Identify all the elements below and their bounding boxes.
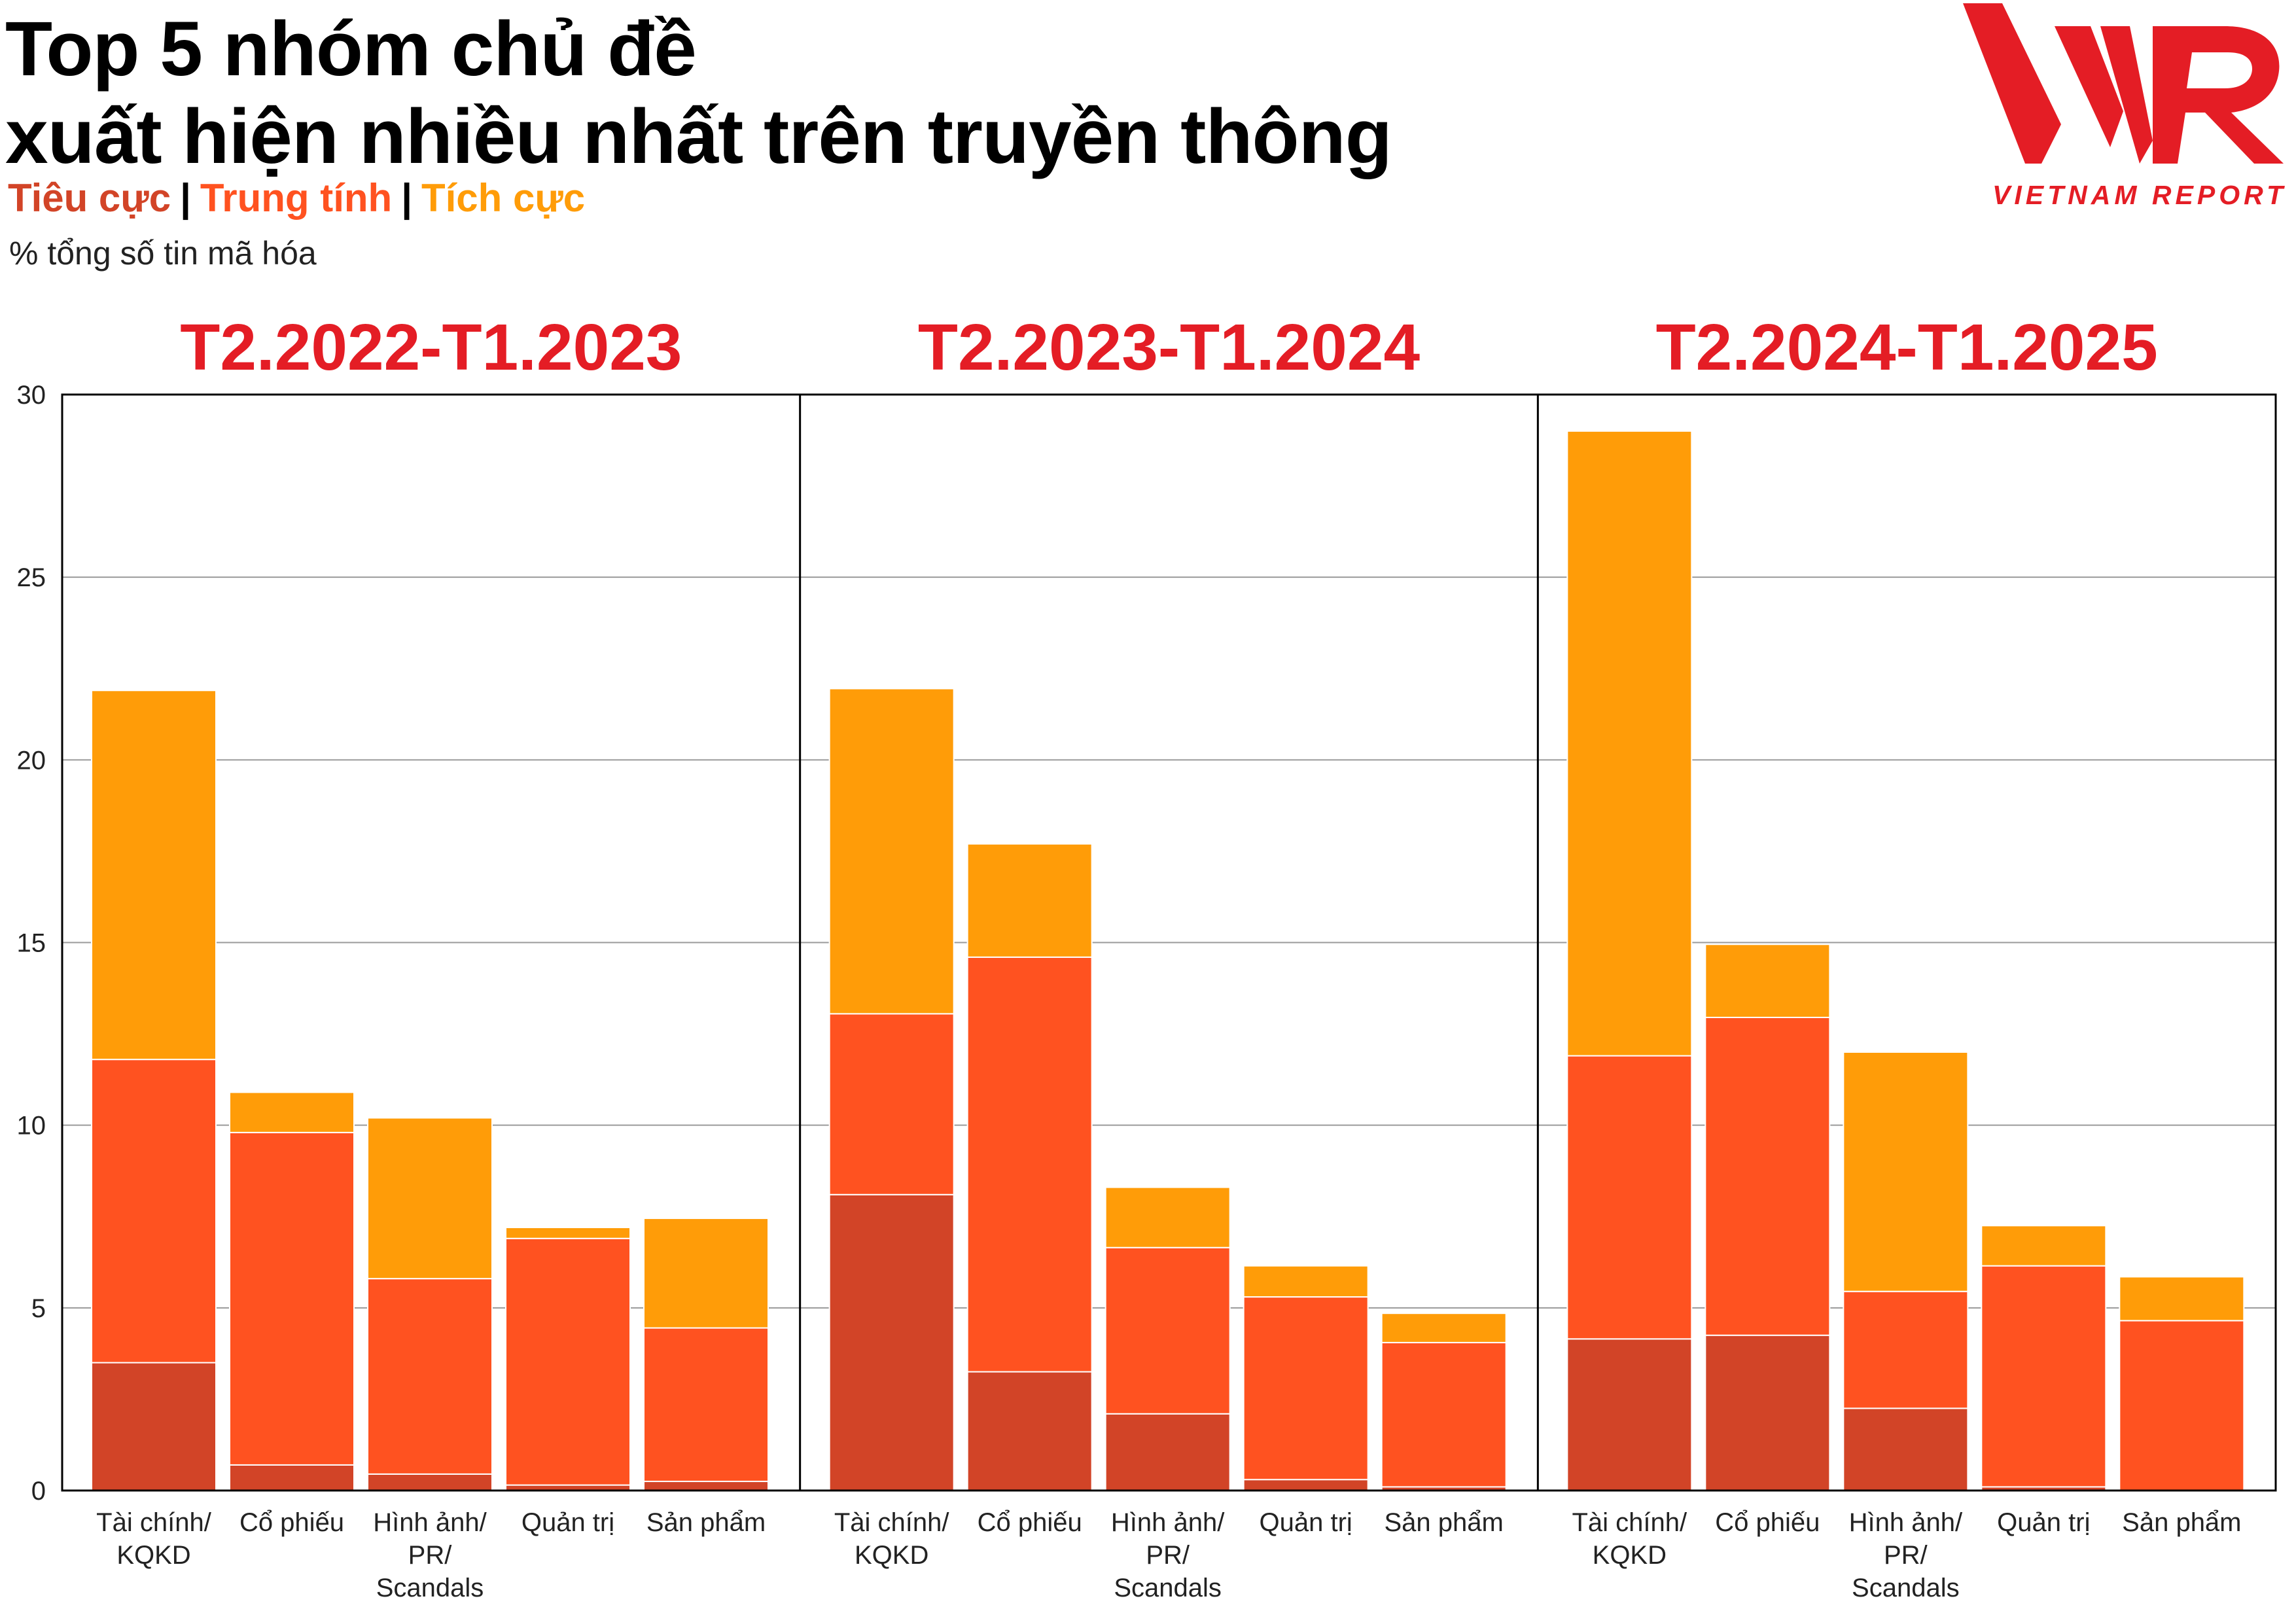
y-tick-label: 30 bbox=[17, 381, 46, 410]
bar-segment bbox=[1843, 1290, 1969, 1409]
x-category-label: Cổ phiếu bbox=[239, 1508, 344, 1537]
bar-segment bbox=[91, 690, 217, 1061]
bar-segment bbox=[828, 1013, 955, 1195]
unit-label: % tổng số tin mã hóa bbox=[9, 235, 317, 272]
y-tick-label: 15 bbox=[17, 929, 46, 958]
legend-separator-1: | bbox=[180, 176, 191, 220]
bar-segment bbox=[1566, 1338, 1693, 1491]
x-category-label: Tài chính/ bbox=[1572, 1508, 1688, 1537]
panel-title: T2.2023-T1.2024 bbox=[918, 311, 1421, 384]
bar-segment bbox=[367, 1473, 493, 1491]
x-category-label: Quản trị bbox=[1997, 1508, 2090, 1537]
x-category-label: Sản phẩm bbox=[2122, 1508, 2241, 1537]
bar-segment bbox=[1243, 1479, 1369, 1491]
bar-segment bbox=[229, 1091, 355, 1133]
bar-segment bbox=[1566, 430, 1693, 1057]
bar-segment bbox=[1566, 1055, 1693, 1340]
bar-segment bbox=[1381, 1341, 1507, 1488]
bar-segment bbox=[1843, 1051, 1969, 1292]
logo-mark-icon bbox=[1963, 3, 2284, 164]
bar-segment bbox=[367, 1278, 493, 1475]
bar-segment bbox=[1243, 1265, 1369, 1298]
bar-segment bbox=[828, 688, 955, 1015]
chart-title: Top 5 nhóm chủ đề xuất hiện nhiều nhất t… bbox=[5, 5, 1392, 181]
bar-segment bbox=[1704, 1016, 1831, 1336]
y-tick-label: 25 bbox=[17, 563, 46, 592]
bar-segment bbox=[91, 1059, 217, 1364]
legend-separator-2: | bbox=[401, 176, 412, 220]
x-category-label: KQKD bbox=[116, 1541, 190, 1570]
bar-segment bbox=[229, 1131, 355, 1466]
y-tick-label: 0 bbox=[31, 1477, 46, 1506]
bar-segment bbox=[91, 1362, 217, 1491]
bar-segment bbox=[966, 843, 1093, 958]
y-tick-label: 20 bbox=[17, 746, 46, 775]
bar-segment bbox=[643, 1218, 769, 1329]
panel-title: T2.2024-T1.2025 bbox=[1656, 311, 2158, 384]
bar-segment bbox=[2119, 1320, 2245, 1491]
bar-segment bbox=[643, 1327, 769, 1483]
bar-segment bbox=[643, 1481, 769, 1492]
bar-segment bbox=[966, 956, 1093, 1373]
bar-segment bbox=[1981, 1225, 2107, 1267]
bar-segment bbox=[229, 1464, 355, 1492]
bar-segment bbox=[1381, 1313, 1507, 1343]
bar-segment bbox=[828, 1193, 955, 1491]
x-category-label: Cổ phiếu bbox=[1715, 1508, 1820, 1537]
legend-positive: Tích cực bbox=[421, 176, 586, 220]
x-category-label: Quản trị bbox=[1260, 1508, 1352, 1537]
x-category-label: PR/ bbox=[408, 1541, 453, 1570]
x-category-label: Tài chính/ bbox=[834, 1508, 950, 1537]
y-tick-label: 10 bbox=[17, 1112, 46, 1140]
x-category-label: Quản trị bbox=[521, 1508, 614, 1537]
legend-neutral: Trung tính bbox=[200, 176, 393, 220]
x-category-label: Scandals bbox=[1852, 1574, 1960, 1602]
x-category-label: Sản phẩm bbox=[1384, 1508, 1503, 1537]
x-category-label: PR/ bbox=[1146, 1541, 1190, 1570]
bar-segment bbox=[367, 1117, 493, 1280]
x-category-label: Tài chính/ bbox=[96, 1508, 212, 1537]
x-category-label: Scandals bbox=[1114, 1574, 1222, 1602]
plot-frame bbox=[61, 393, 2277, 1492]
x-category-label: KQKD bbox=[855, 1541, 928, 1570]
bar-segment bbox=[1104, 1413, 1231, 1491]
x-category-label: Scandals bbox=[376, 1574, 484, 1602]
bar-segment bbox=[1704, 944, 1831, 1018]
bar-segment bbox=[1104, 1246, 1231, 1415]
bar-segment bbox=[1104, 1186, 1231, 1248]
chart-title-line-2: xuất hiện nhiều nhất trên truyền thông bbox=[5, 94, 1392, 180]
bar-segment bbox=[966, 1371, 1093, 1492]
x-category-label: Sản phẩm bbox=[646, 1508, 766, 1537]
legend: Tiêu cực | Trung tính | Tích cực bbox=[8, 175, 585, 221]
bar-segment bbox=[1981, 1265, 2107, 1488]
x-category-label: KQKD bbox=[1593, 1541, 1667, 1570]
x-category-label: Hình ảnh/ bbox=[1111, 1508, 1225, 1537]
panel-title: T2.2022-T1.2023 bbox=[180, 311, 682, 384]
x-category-label: Cổ phiếu bbox=[978, 1508, 1082, 1537]
bar-segment bbox=[1243, 1296, 1369, 1481]
bar-segment bbox=[505, 1237, 631, 1486]
x-category-label: PR/ bbox=[1884, 1541, 1928, 1570]
legend-negative: Tiêu cực bbox=[8, 176, 171, 220]
chart-title-line-1: Top 5 nhóm chủ đề bbox=[5, 6, 697, 92]
y-tick-label: 5 bbox=[31, 1294, 46, 1323]
bar-segment bbox=[505, 1227, 631, 1239]
bar-segment bbox=[1843, 1407, 1969, 1491]
vietnam-report-logo: VIETNAM REPORT bbox=[1963, 3, 2287, 210]
x-category-label: Hình ảnh/ bbox=[1849, 1508, 1963, 1537]
x-category-label: Hình ảnh/ bbox=[373, 1508, 487, 1537]
bar-segment bbox=[1704, 1334, 1831, 1492]
logo-caption: VIETNAM REPORT bbox=[1992, 180, 2287, 210]
bar-segment bbox=[2119, 1276, 2245, 1322]
